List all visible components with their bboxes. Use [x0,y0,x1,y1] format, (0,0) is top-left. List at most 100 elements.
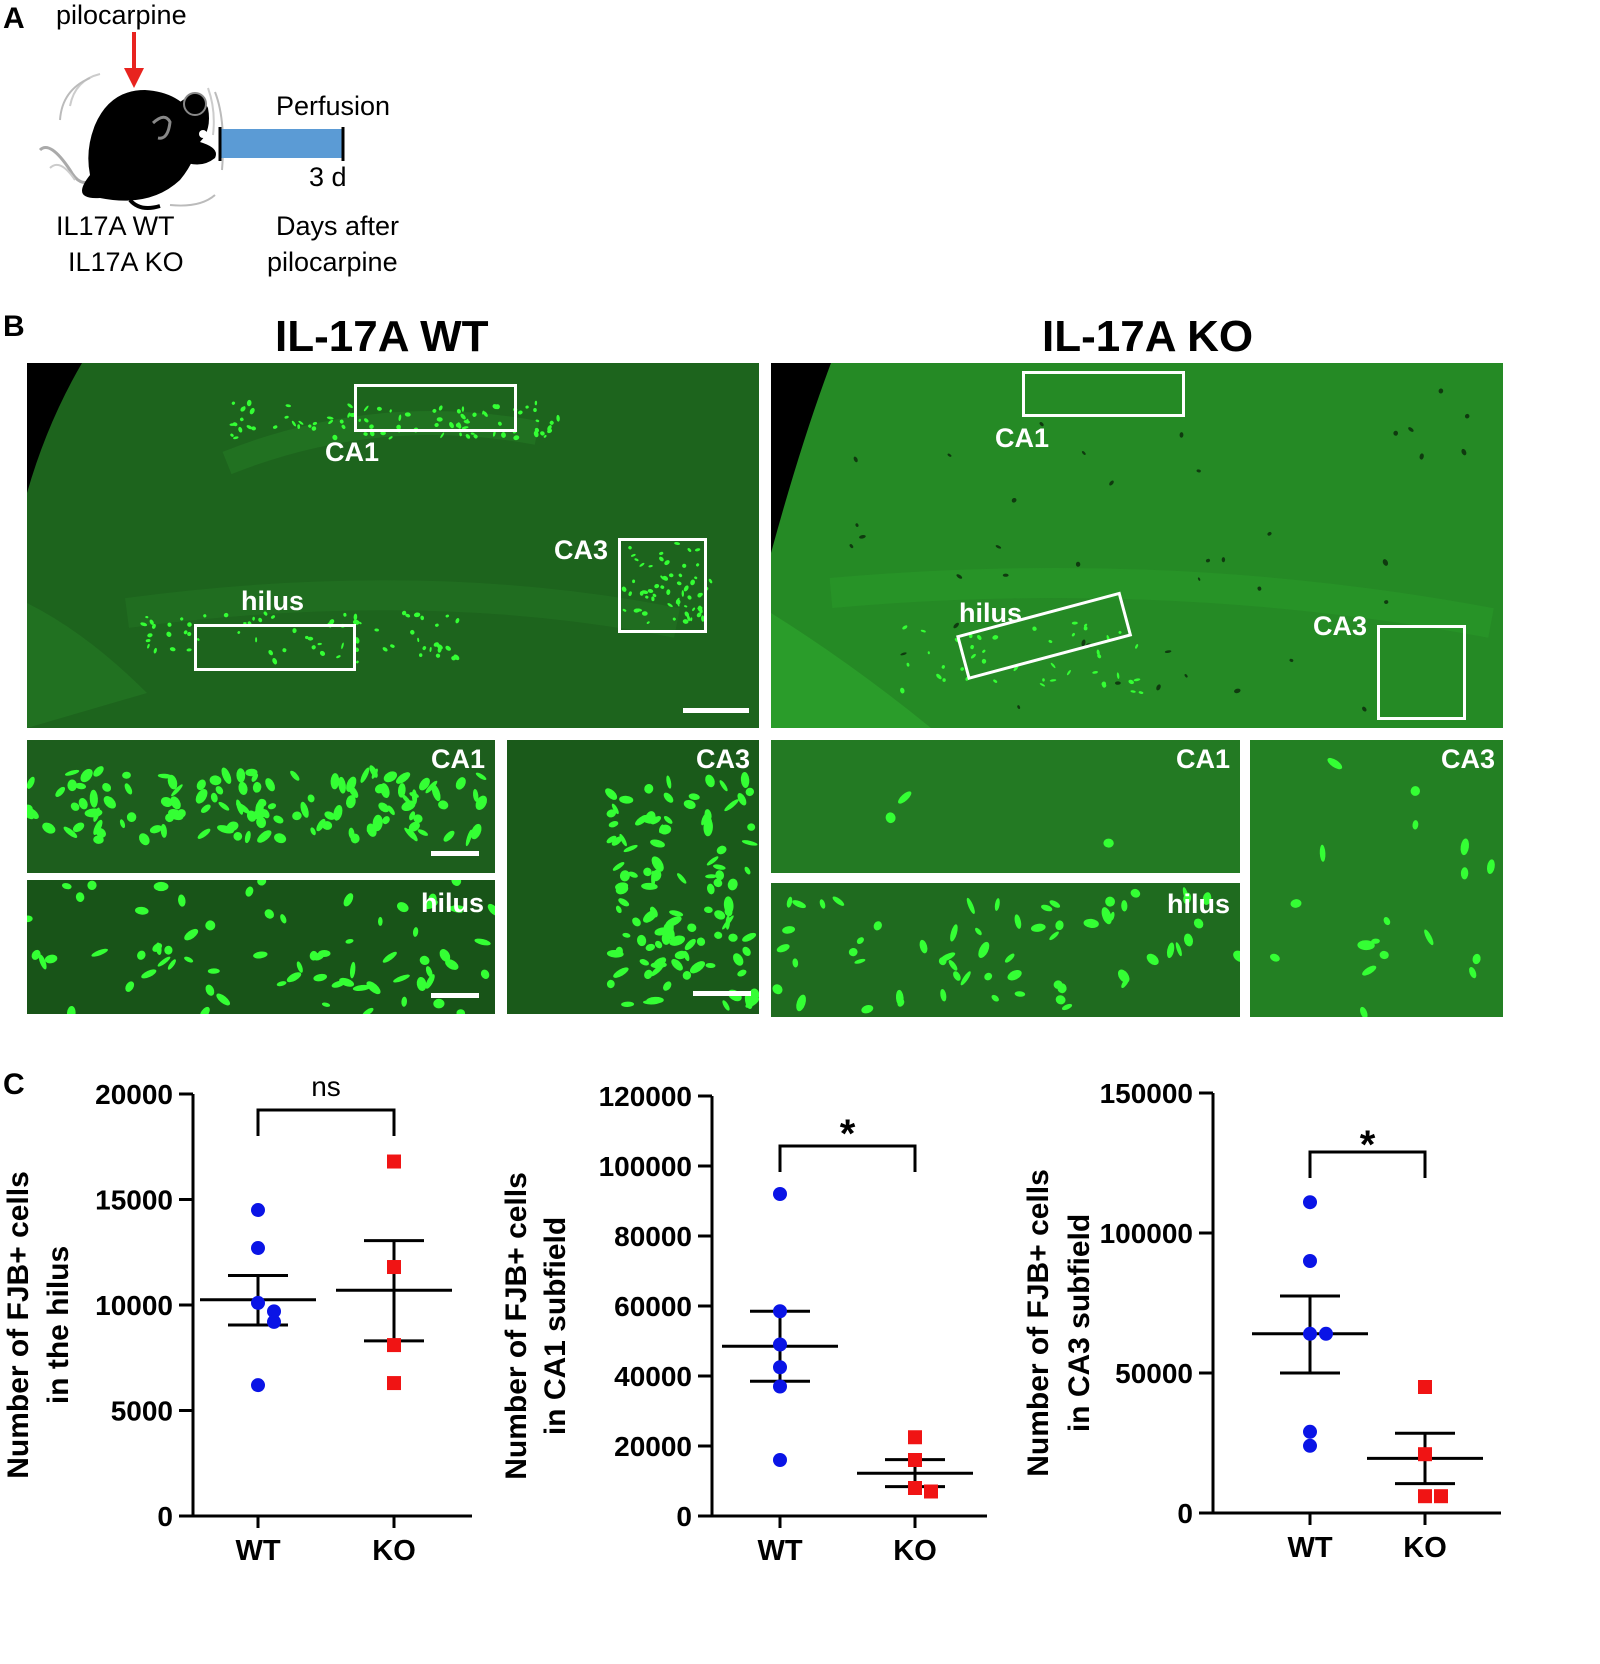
significance-label: * [1360,1123,1376,1167]
stained-cell [1097,654,1102,659]
stained-cell [470,432,475,435]
stained-cell [126,812,137,822]
stained-cell [533,408,537,412]
stained-cell [993,679,998,683]
stained-cell [1083,626,1088,631]
pilocarpine-arrow-icon [124,32,144,88]
stained-cell [451,880,462,886]
stained-cell [855,523,859,527]
stained-cell [674,542,681,545]
stained-cell [1115,681,1121,685]
y-tick-label: 60000 [614,1291,692,1322]
stained-cell [417,637,420,643]
stained-cell [705,774,715,788]
stained-cell [513,435,520,441]
stained-cell [157,773,173,779]
stained-cell [900,687,905,694]
stained-cell [64,769,80,776]
stained-cell [187,631,192,637]
stained-cell [401,996,408,1007]
stained-cell [401,610,407,616]
stained-cell [93,766,104,777]
stained-cell [733,953,744,966]
stained-cell [742,932,757,942]
stained-cell [408,821,420,832]
stained-cell [27,776,35,789]
stained-cell [216,993,231,1006]
wt-ca1-inset-label: CA1 [431,744,486,774]
stained-cell [724,799,739,812]
stained-cell [423,899,438,910]
x-tick-label: WT [1287,1532,1332,1564]
stained-cell [1066,669,1071,676]
data-point-wt [251,1241,265,1256]
stained-cell [1362,965,1377,976]
stained-cell [608,821,619,828]
time-axis-line-2: pilocarpine [267,247,398,277]
stained-cell [374,628,379,632]
stained-cell [218,801,230,811]
stained-cell [369,765,378,778]
stained-cell [197,828,211,839]
x-tick-label: KO [893,1535,937,1567]
stained-cell [1371,938,1380,944]
stained-cell [992,635,999,640]
stained-cell [954,638,960,643]
stained-cell [397,783,406,798]
wt-ca1-scale-bar [431,851,479,856]
stained-cell [981,658,987,664]
stained-cell [663,792,674,803]
significance-label: * [840,1112,856,1156]
stained-cell [1193,918,1204,929]
stained-cell [455,618,460,624]
stained-cell [950,924,958,942]
data-point-ko [387,1154,401,1169]
y-axis-label-line-2: in the hilus [42,1246,75,1404]
stained-cell [1486,859,1495,875]
stained-cell [89,789,98,808]
stained-cell [438,800,449,810]
data-point-ko [908,1453,922,1467]
stained-cell [902,625,908,630]
stained-cell [413,612,421,618]
stained-cell [297,424,301,429]
stained-cell [635,815,648,826]
stained-cell [270,615,276,619]
stained-cell [210,792,218,803]
stained-cell [606,835,617,844]
timeline-bar [218,127,345,161]
stained-cell [346,795,356,809]
data-point-ko [387,1376,401,1391]
stained-cell [401,793,413,807]
stained-cell [724,907,733,917]
stained-cell [873,921,882,931]
stained-cell [682,971,692,980]
stained-cell [1327,757,1343,770]
stained-cell [419,653,423,658]
stained-cell [639,562,645,567]
stained-cell [970,645,974,650]
wt-hilus-roi-box [194,624,356,671]
stained-cell [1257,586,1262,591]
stained-cell [1071,632,1075,637]
stained-cell [291,420,297,427]
stained-cell [475,772,487,780]
stained-cell [322,821,333,830]
stained-cell [1007,969,1022,981]
stained-cell [861,1004,874,1014]
stained-cell [1048,639,1053,644]
stained-cell [682,619,689,624]
stained-cell [1071,621,1078,625]
stained-cell [465,829,473,847]
stained-cell [180,617,184,621]
stained-cell [153,881,169,892]
stained-cell [463,420,470,424]
stained-cell [63,826,78,838]
stained-cell [663,981,672,991]
stained-cell [1460,838,1470,856]
stained-cell [397,902,409,913]
stained-cell [238,426,243,433]
stained-cell [267,803,277,810]
stained-cell [432,408,437,413]
stained-cell [683,799,696,810]
